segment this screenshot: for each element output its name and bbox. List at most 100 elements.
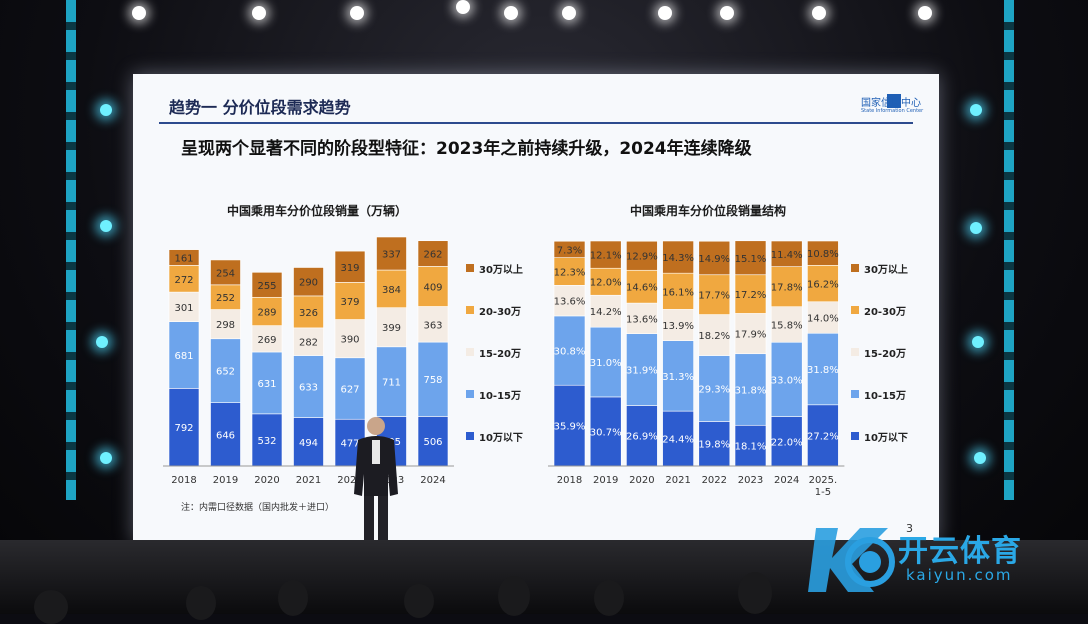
legend-swatch <box>466 348 474 356</box>
bar-segment <box>626 333 658 406</box>
legend-swatch <box>466 264 474 272</box>
bar-segment <box>210 338 241 403</box>
ceiling-spotlight <box>918 6 932 20</box>
legend-label: 15-20万 <box>479 348 521 360</box>
legend-label: 10万以下 <box>864 432 908 444</box>
slide-headline: 呈现两个显著不同的阶段型特征：2023年之前持续升级，2024年连续降级 <box>181 139 752 159</box>
data-label: 633 <box>299 383 318 394</box>
bar-segment <box>698 274 731 315</box>
x-tick-label: 2022 <box>702 475 727 486</box>
x-tick-label: 2023 <box>738 475 763 486</box>
data-label: 652 <box>216 367 235 378</box>
chart1-title: 中国乘用车分价位段销量（万辆） <box>227 204 408 218</box>
data-label: 494 <box>299 438 318 449</box>
x-tick-label: 2020 <box>254 475 279 486</box>
ceiling-spotlight <box>812 6 826 20</box>
legend-swatch <box>466 390 474 398</box>
ceiling-spotlight <box>252 6 266 20</box>
ceiling-spotlight <box>350 6 364 20</box>
logo-subtext: State Information Center <box>861 108 924 114</box>
data-label: 17.7% <box>698 291 730 302</box>
legend-label: 10-15万 <box>864 390 906 402</box>
bar-segment <box>626 269 658 304</box>
data-label: 14.9% <box>698 254 730 265</box>
data-label: 27.2% <box>807 431 839 442</box>
side-light <box>974 452 986 464</box>
audience-head <box>404 584 434 618</box>
bar-segment <box>662 410 694 467</box>
sic-logo-icon <box>887 94 901 108</box>
data-label: 17.9% <box>735 330 767 341</box>
x-tick-label: 2018 <box>557 475 582 486</box>
data-label: 17.2% <box>735 290 767 301</box>
data-label: 477 <box>340 439 359 450</box>
data-label: 12.0% <box>590 278 622 289</box>
legend-swatch <box>851 390 859 398</box>
data-label: 24.4% <box>662 435 694 446</box>
legend-label: 30万以上 <box>479 264 523 276</box>
data-label: 14.0% <box>807 314 839 325</box>
bar-segment <box>734 353 767 426</box>
side-light <box>970 222 982 234</box>
bar-segment <box>293 417 324 467</box>
data-label: 399 <box>382 323 401 334</box>
logo-text: 国家信息中心 <box>861 98 921 109</box>
bar-segment <box>210 309 241 340</box>
chart2-legend: 30万以上 20-30万 15-20万 10-15万 10万以下 <box>851 258 908 468</box>
legend-label: 30万以上 <box>864 264 908 276</box>
data-label: 506 <box>423 437 442 448</box>
data-label: 252 <box>216 293 235 304</box>
data-label: 19.8% <box>698 440 730 451</box>
bar-segment <box>417 240 449 267</box>
audience-head <box>278 580 308 616</box>
legend-swatch <box>851 348 859 356</box>
bar-segment <box>210 284 241 310</box>
bar-segment <box>553 257 586 286</box>
bar-segment <box>168 321 200 389</box>
data-label: 14.6% <box>626 283 658 294</box>
data-label: 13.6% <box>554 297 586 308</box>
data-label: 29.3% <box>698 384 730 395</box>
bar-segment <box>168 265 200 293</box>
data-label: 35.9% <box>554 422 586 433</box>
bar-segment <box>698 314 731 356</box>
ceiling-spotlight <box>504 6 518 20</box>
data-label: 18.1% <box>735 442 767 453</box>
data-label: 681 <box>174 351 193 362</box>
data-label: 12.9% <box>626 252 658 263</box>
bar-segment <box>553 240 586 258</box>
bar-segment <box>168 291 200 322</box>
x-tick-label: 2024 <box>420 475 445 486</box>
data-label: 7.3% <box>557 245 582 256</box>
bar-segment <box>662 309 694 341</box>
x-tick-label: 2021 <box>296 475 321 486</box>
legend-label: 20-30万 <box>864 306 906 318</box>
legend-label: 10万以下 <box>479 432 523 444</box>
bar-segment <box>589 396 622 467</box>
bar-segment <box>734 274 767 314</box>
audience-head <box>498 576 530 616</box>
bar-segment <box>626 302 658 335</box>
legend-label: 20-30万 <box>479 306 521 318</box>
presenter-figure <box>354 417 398 560</box>
bar-segment <box>251 413 283 467</box>
data-label: 33.0% <box>771 375 803 386</box>
bar-segment <box>334 357 366 420</box>
bar-segment <box>417 306 449 343</box>
bar-segment <box>251 296 283 326</box>
charts-svg: 792 681 301 272 161 2018 646 652 298 252 254 2019 53… <box>163 236 845 498</box>
chart1-legend: 30万以上 20-30万 15-20万 10-15万 10万以下 <box>466 258 523 468</box>
audience-head <box>34 590 68 624</box>
bar-segment <box>417 341 449 417</box>
data-label: 161 <box>174 254 193 265</box>
data-label: 31.8% <box>735 386 767 397</box>
legend-swatch <box>851 264 859 272</box>
side-light <box>970 104 982 116</box>
chart2-title: 中国乘用车分价位段销量结构 <box>630 204 787 218</box>
ceiling-spotlight <box>456 0 470 14</box>
x-tick-label: 2024 <box>774 475 799 486</box>
header-rule <box>159 122 913 124</box>
data-label: 711 <box>382 378 401 389</box>
projection-screen: 趋势一 分价位段需求趋势 国家信息中心 State Information Ce… <box>133 74 939 542</box>
ceiling-spotlight <box>132 6 146 20</box>
